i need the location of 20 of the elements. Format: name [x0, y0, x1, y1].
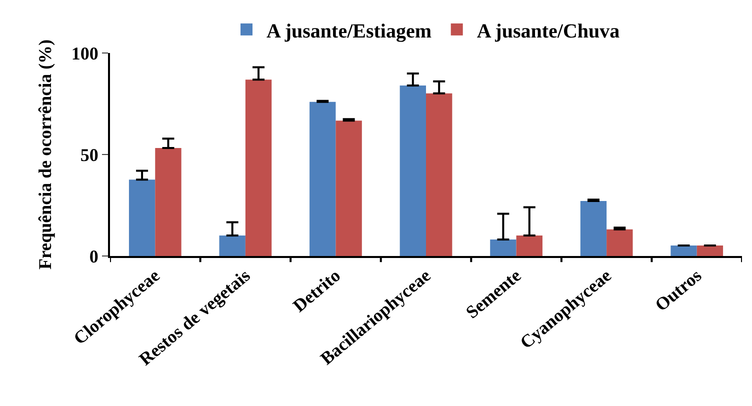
bar — [219, 236, 246, 256]
legend-label: A jusante/Estiagem — [266, 20, 432, 42]
bar — [670, 245, 697, 256]
legend-label: A jusante/Chuva — [476, 20, 620, 42]
bar — [490, 240, 516, 256]
y-tick-label: 50 — [80, 144, 98, 165]
bar — [606, 229, 633, 256]
y-tick-label: 100 — [71, 43, 98, 64]
bar — [245, 80, 272, 256]
bar — [580, 200, 607, 256]
bar — [400, 85, 426, 256]
bar — [696, 245, 724, 256]
bar — [336, 120, 362, 256]
bar — [426, 93, 452, 256]
y-axis-title: Frequência de ocorrência (%) — [35, 39, 56, 270]
bar — [155, 148, 182, 256]
bar — [516, 236, 542, 256]
y-tick-label: 0 — [89, 246, 98, 266]
bar — [310, 102, 336, 256]
bar — [128, 180, 156, 256]
